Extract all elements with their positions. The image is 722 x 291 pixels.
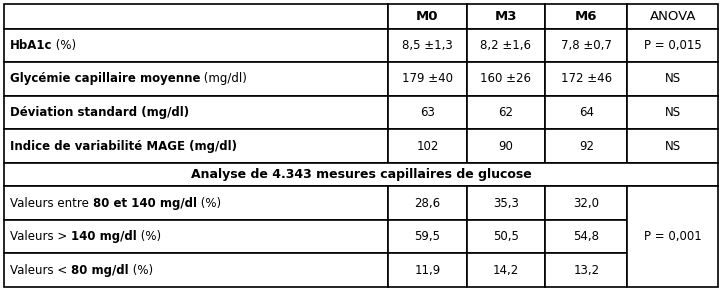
Bar (4, 186, 388, 220)
Text: (%): (%) (129, 264, 153, 277)
Bar (627, 4, 718, 29)
Text: M3: M3 (495, 10, 517, 23)
Bar (466, 62, 545, 96)
Bar (4, 62, 388, 96)
Text: (%): (%) (53, 39, 77, 52)
Text: 35,3: 35,3 (493, 196, 519, 210)
Text: 8,2 ±1,6: 8,2 ±1,6 (480, 39, 531, 52)
Bar (545, 29, 627, 62)
Text: (%): (%) (196, 196, 221, 210)
Bar (545, 253, 627, 287)
Bar (388, 129, 466, 163)
Bar (545, 129, 627, 163)
Text: Analyse de 4.343 mesures capillaires de glucose: Analyse de 4.343 mesures capillaires de … (191, 168, 531, 181)
Bar (466, 129, 545, 163)
Text: P = 0,015: P = 0,015 (644, 39, 702, 52)
Bar (388, 253, 466, 287)
Text: 179 ±40: 179 ±40 (402, 72, 453, 86)
Bar (388, 4, 466, 29)
Bar (4, 96, 388, 129)
Bar (388, 96, 466, 129)
Bar (388, 29, 466, 62)
Text: P = 0,001: P = 0,001 (644, 230, 702, 243)
Text: 140 mg/dl: 140 mg/dl (71, 230, 136, 243)
Bar (545, 220, 627, 253)
Bar (388, 186, 466, 220)
Bar (466, 220, 545, 253)
Text: Valeurs >: Valeurs > (10, 230, 71, 243)
Text: M0: M0 (416, 10, 439, 23)
Bar (545, 62, 627, 96)
Bar (627, 129, 718, 163)
Bar (4, 29, 388, 62)
Text: 160 ±26: 160 ±26 (480, 72, 531, 86)
Text: 14,2: 14,2 (493, 264, 519, 277)
Bar (627, 62, 718, 96)
Bar (4, 4, 388, 29)
Bar (627, 186, 718, 287)
Text: 8,5 ±1,3: 8,5 ±1,3 (402, 39, 453, 52)
Text: 50,5: 50,5 (493, 230, 519, 243)
Text: Glycémie capillaire moyenne: Glycémie capillaire moyenne (10, 72, 201, 86)
Text: Valeurs <: Valeurs < (10, 264, 71, 277)
Bar (4, 220, 388, 253)
Bar (388, 62, 466, 96)
Bar (466, 253, 545, 287)
Bar (466, 29, 545, 62)
Text: 102: 102 (416, 140, 438, 153)
Text: 32,0: 32,0 (573, 196, 599, 210)
Text: 54,8: 54,8 (573, 230, 599, 243)
Text: 13,2: 13,2 (573, 264, 599, 277)
Bar (545, 186, 627, 220)
Text: 7,8 ±0,7: 7,8 ±0,7 (561, 39, 612, 52)
Text: NS: NS (664, 72, 681, 86)
Text: 28,6: 28,6 (414, 196, 440, 210)
Text: NS: NS (664, 140, 681, 153)
Text: 172 ±46: 172 ±46 (561, 72, 612, 86)
Text: 80 et 140 mg/dl: 80 et 140 mg/dl (92, 196, 196, 210)
Bar (466, 4, 545, 29)
Text: M6: M6 (575, 10, 598, 23)
Bar (4, 129, 388, 163)
Bar (466, 96, 545, 129)
Bar (466, 186, 545, 220)
Text: HbA1c: HbA1c (10, 39, 53, 52)
Text: (mg/dl): (mg/dl) (201, 72, 248, 86)
Bar (388, 220, 466, 253)
Text: 59,5: 59,5 (414, 230, 440, 243)
Text: (%): (%) (136, 230, 161, 243)
Text: ANOVA: ANOVA (649, 10, 696, 23)
Text: Valeurs entre: Valeurs entre (10, 196, 92, 210)
Text: 92: 92 (579, 140, 593, 153)
Bar (545, 4, 627, 29)
Text: 62: 62 (498, 106, 513, 119)
Text: 90: 90 (498, 140, 513, 153)
Bar (627, 29, 718, 62)
Bar (627, 96, 718, 129)
Text: 64: 64 (579, 106, 593, 119)
Bar (4, 163, 718, 186)
Text: 63: 63 (420, 106, 435, 119)
Text: Déviation standard (mg/dl): Déviation standard (mg/dl) (10, 106, 189, 119)
Bar (4, 253, 388, 287)
Text: Indice de variabilité MAGE (mg/dl): Indice de variabilité MAGE (mg/dl) (10, 140, 237, 153)
Bar (545, 96, 627, 129)
Text: 80 mg/dl: 80 mg/dl (71, 264, 129, 277)
Text: 11,9: 11,9 (414, 264, 440, 277)
Text: NS: NS (664, 106, 681, 119)
